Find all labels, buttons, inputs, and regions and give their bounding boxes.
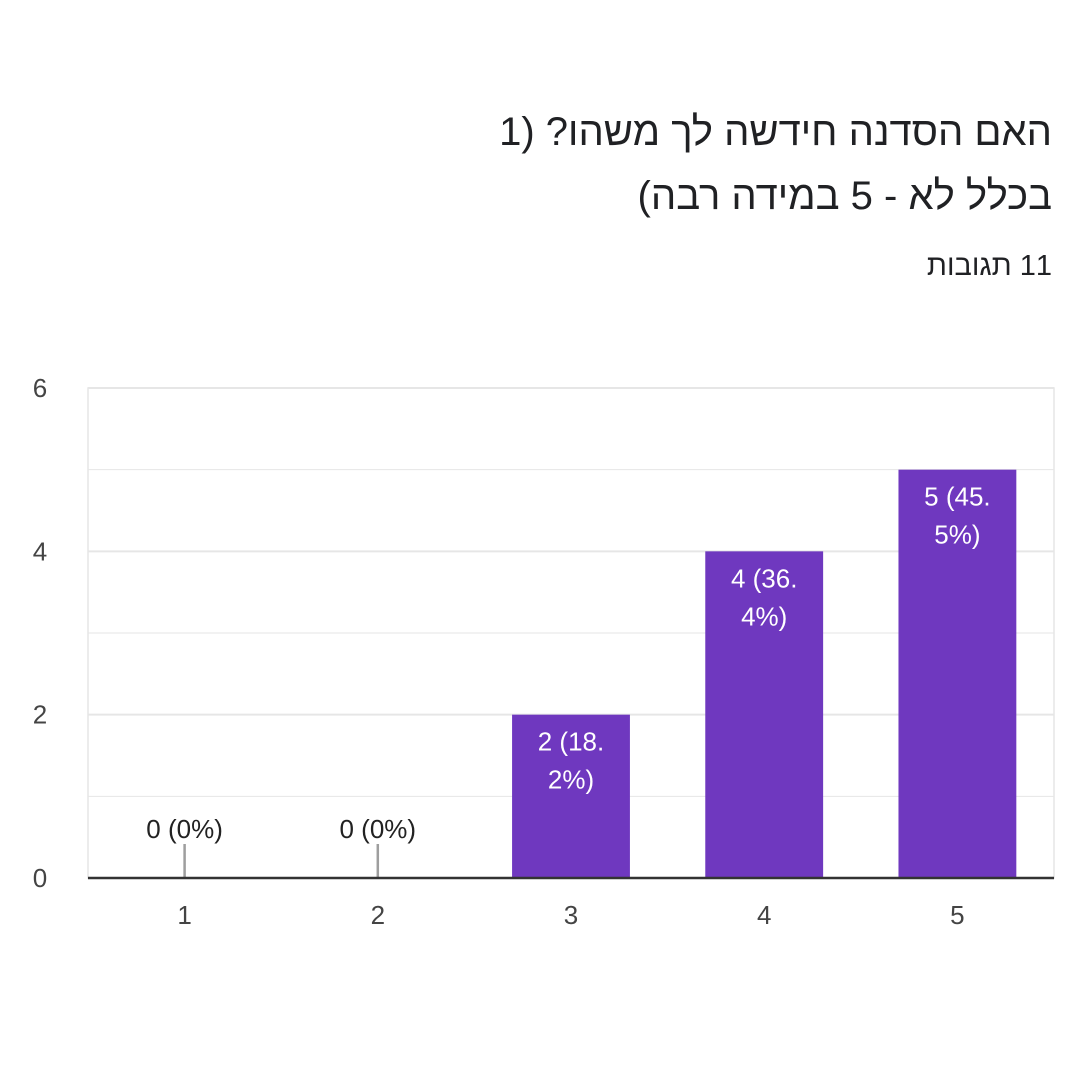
y-tick-label: 2 bbox=[33, 700, 47, 730]
x-tick-label: 2 bbox=[371, 900, 385, 930]
y-tick-label: 6 bbox=[33, 373, 47, 403]
bar-data-label: 4 (36. 4%) bbox=[731, 563, 798, 631]
x-tick-label: 5 bbox=[950, 900, 964, 930]
x-tick-label: 4 bbox=[757, 900, 771, 930]
y-tick-label: 0 bbox=[33, 863, 47, 893]
x-tick-label: 1 bbox=[177, 900, 191, 930]
x-tick-label: 3 bbox=[564, 900, 578, 930]
bar-data-label: 5 (45. 5%) bbox=[924, 482, 991, 550]
bar bbox=[512, 714, 630, 878]
bar bbox=[898, 469, 1017, 878]
bar bbox=[705, 551, 824, 878]
response-count: 11 תגובות bbox=[926, 250, 1052, 282]
chart-title-line-1: האם הסדנה חידשה לך משהו? (1 bbox=[499, 110, 1052, 154]
chart-title-line-2: בכלל לא - 5 במידה רבה) bbox=[637, 174, 1052, 218]
chart-title: האם הסדנה חידשה לך משהו? (1 בכלל לא - 5 … bbox=[52, 100, 1052, 228]
bar-data-label: 0 (0%) bbox=[340, 814, 417, 844]
bar-data-label: 0 (0%) bbox=[146, 814, 223, 844]
y-tick-label: 4 bbox=[33, 536, 47, 566]
bar-data-label: 2 (18. 2%) bbox=[538, 727, 605, 795]
